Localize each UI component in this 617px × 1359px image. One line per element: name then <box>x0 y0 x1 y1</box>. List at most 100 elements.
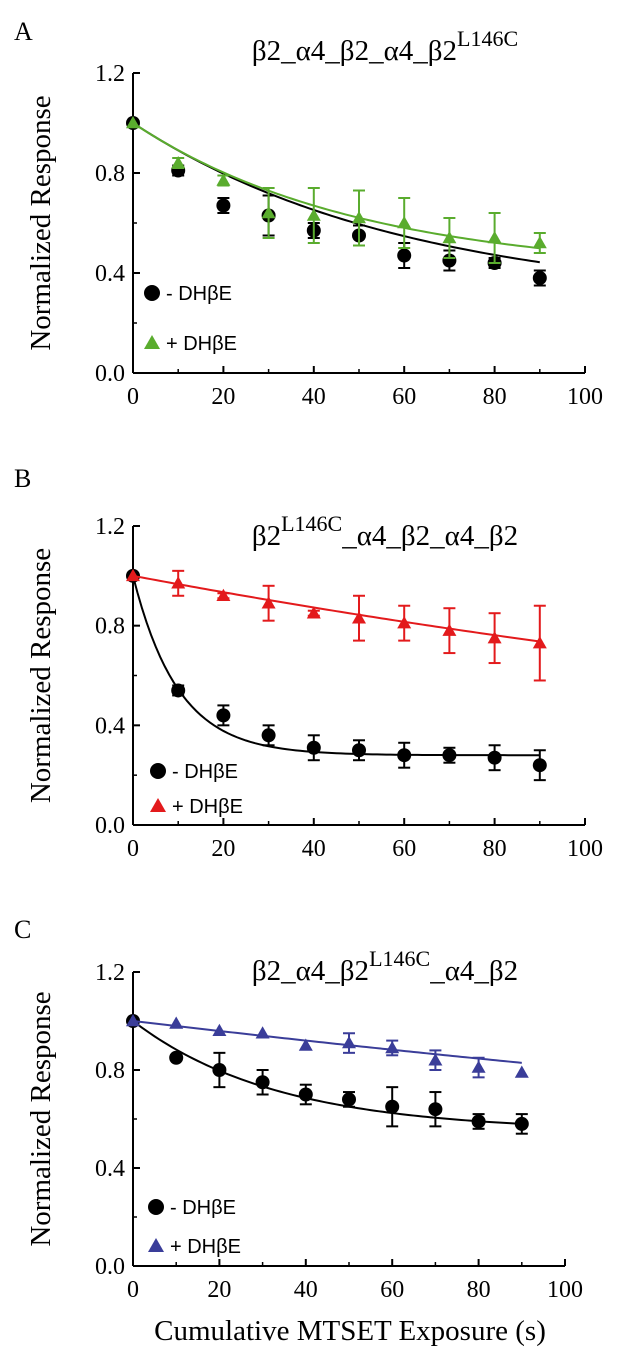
title-suffix: _α4_β2_α4_β2 <box>341 520 518 552</box>
series-plus-dhbe <box>126 1014 529 1078</box>
x-tick-label: 40 <box>294 1277 318 1303</box>
y-tick-label: 0.0 <box>95 1254 125 1280</box>
x-tick-label: 0 <box>127 836 139 862</box>
series-minus-dhbe <box>126 1014 529 1134</box>
fit-curve <box>133 1021 522 1063</box>
data-point <box>352 743 366 757</box>
y-tick-label: 0.4 <box>95 261 125 287</box>
x-axis-label: Cumulative MTSET Exposure (s) <box>154 1315 546 1347</box>
data-point <box>472 1114 486 1128</box>
chart-title: β2_α4_β2_α4_β2L146C <box>252 26 518 67</box>
data-point <box>262 596 276 608</box>
x-tick-label: 100 <box>567 836 603 862</box>
title-superscript: L146C <box>457 26 518 51</box>
data-point <box>397 249 411 263</box>
legend-entry: + DHβE <box>148 1236 241 1258</box>
data-point <box>488 631 502 643</box>
y-tick-label: 0.0 <box>95 361 125 387</box>
data-point <box>262 728 276 742</box>
data-point <box>397 216 411 228</box>
data-point <box>169 1051 183 1065</box>
data-point <box>307 741 321 755</box>
y-tick-label: 0.4 <box>95 1156 125 1182</box>
y-tick-label: 1.2 <box>95 514 125 540</box>
x-tick-label: 80 <box>483 836 507 862</box>
legend-marker <box>150 763 166 779</box>
data-point <box>256 1075 270 1089</box>
x-tick-label: 60 <box>392 836 416 862</box>
legend-entry: - DHβE <box>150 761 238 783</box>
legend-marker <box>144 285 160 301</box>
data-point <box>256 1026 270 1038</box>
chart-title: β2_α4_β2L146C_α4_β2 <box>252 946 518 987</box>
fit-curve <box>133 576 540 642</box>
panel-c: Cβ2_α4_β2L146C_α4_β2 0 20 40 60 80 100 0.0 0.4 0.… <box>14 915 583 1303</box>
data-point <box>533 236 547 248</box>
y-tick-label: 0.8 <box>95 1058 125 1084</box>
data-point <box>515 1117 529 1131</box>
data-point <box>212 1063 226 1077</box>
y-axis-label: Normalized Response <box>25 95 57 350</box>
data-point <box>216 708 230 722</box>
data-point <box>488 231 502 243</box>
legend-label: + DHβE <box>170 1236 241 1258</box>
series-plus-dhbe <box>126 569 547 681</box>
data-point <box>307 209 321 221</box>
panel-label: A <box>14 17 33 46</box>
y-tick-label: 0.4 <box>95 713 125 739</box>
panel-a: Aβ2_α4_β2_α4_β2L146C0 20 40 60 80 1000.00.40.… <box>14 17 603 410</box>
x-tick-label: 0 <box>127 1277 139 1303</box>
fit-curve <box>133 123 540 248</box>
legend-entry: + DHβE <box>150 796 243 818</box>
title-base: β2_α4_β2 <box>252 955 369 987</box>
y-axis-label: Normalized Response <box>25 991 57 1246</box>
y-tick-label: 0.0 <box>95 813 125 839</box>
x-tick-label: 20 <box>211 836 235 862</box>
y-tick-label: 1.2 <box>95 960 125 986</box>
y-tick-label: 1.2 <box>95 61 125 87</box>
data-point <box>488 751 502 765</box>
x-tick-label: 60 <box>380 1277 404 1303</box>
panel-b: Bβ2L146C_α4_β2_α4_β20 20 40 60 80 1000.00.40.… <box>14 464 603 862</box>
data-point <box>533 271 547 285</box>
data-point <box>299 1088 313 1102</box>
legend-entry: + DHβE <box>144 333 237 355</box>
chart-title: β2L146C_α4_β2_α4_β2 <box>252 511 518 552</box>
x-tick-label: 40 <box>302 836 326 862</box>
data-point <box>442 748 456 762</box>
data-point <box>169 1016 183 1028</box>
title-base: β2_α4_β2_α4_β2 <box>252 35 457 67</box>
legend-marker <box>148 1199 164 1215</box>
y-tick-label: 0.8 <box>95 614 125 640</box>
data-point <box>515 1065 529 1077</box>
legend-marker <box>144 335 160 349</box>
legend-entry: - DHβE <box>144 283 232 305</box>
legend-entry: - DHβE <box>148 1197 236 1219</box>
data-point <box>216 199 230 213</box>
title-suffix: _α4_β2 <box>429 955 518 987</box>
x-tick-label: 60 <box>392 384 416 410</box>
y-axis-label: Normalized Response <box>25 548 57 803</box>
series-minus-dhbe <box>126 569 547 780</box>
x-tick-label: 100 <box>547 1277 583 1303</box>
data-point <box>342 1092 356 1106</box>
title-superscript: L146C <box>369 946 430 971</box>
x-tick-label: 0 <box>127 384 139 410</box>
data-point <box>171 683 185 697</box>
series-minus-dhbe <box>126 116 547 286</box>
data-point <box>472 1061 486 1073</box>
data-point <box>533 758 547 772</box>
series-plus-dhbe <box>126 116 547 263</box>
data-point <box>428 1102 442 1116</box>
title-base: β2 <box>252 520 281 552</box>
legend-marker <box>150 798 166 812</box>
x-tick-label: 20 <box>207 1277 231 1303</box>
fit-curve <box>133 1021 522 1124</box>
legend-label: - DHβE <box>166 283 232 305</box>
legend-marker <box>148 1238 164 1252</box>
data-point <box>385 1041 399 1053</box>
panel-label: C <box>14 915 31 944</box>
title-superscript: L146C <box>281 511 342 536</box>
data-point <box>385 1100 399 1114</box>
x-tick-label: 40 <box>302 384 326 410</box>
